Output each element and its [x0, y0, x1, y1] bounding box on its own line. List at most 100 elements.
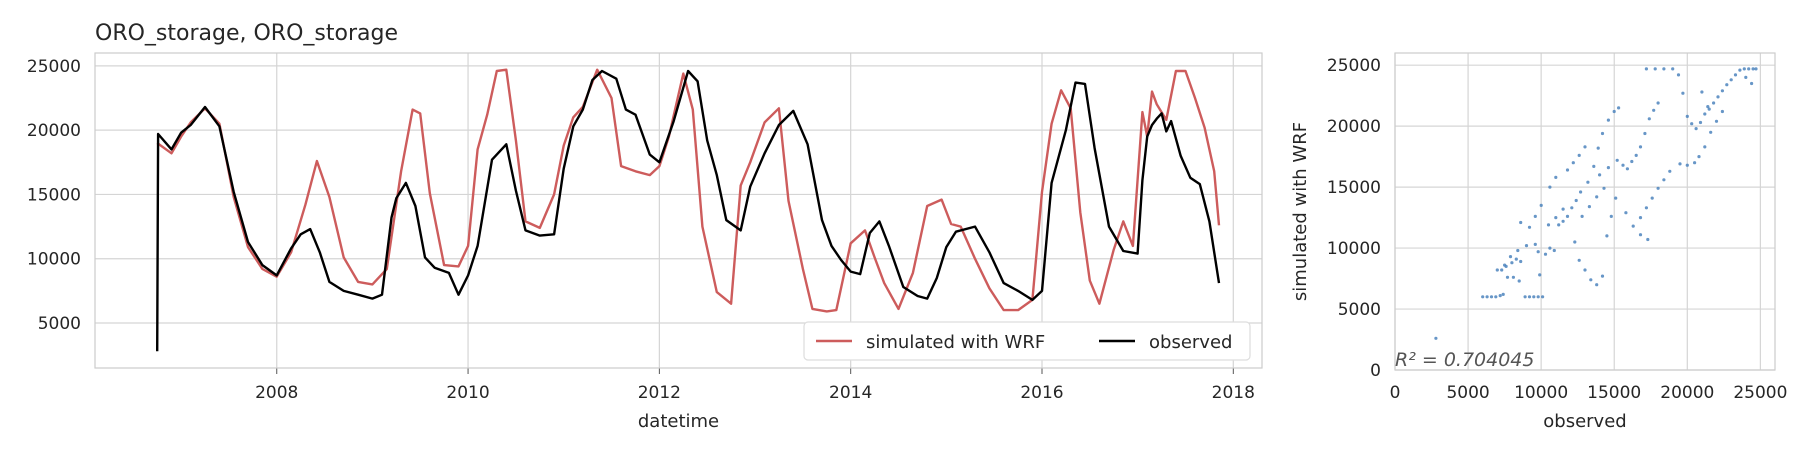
scatter-point [1605, 234, 1609, 238]
scatter-point [1577, 258, 1581, 262]
scatter-point [1678, 162, 1682, 166]
series-line-simulated [156, 68, 1221, 313]
scatter-point [1508, 255, 1513, 259]
scatter-point [1503, 263, 1507, 267]
scatter-point [1573, 240, 1577, 244]
scatter-point [1561, 219, 1565, 223]
scatter-point [1527, 225, 1532, 229]
y-tick-label: 15000 [27, 185, 81, 205]
scatter-point [1543, 252, 1548, 256]
scatter-point [1510, 261, 1514, 265]
scatter-point [1595, 195, 1599, 199]
scatter-point [1653, 67, 1657, 71]
scatter-point [1533, 242, 1537, 246]
scatter-point [1609, 214, 1613, 218]
scatter-point [1579, 190, 1583, 194]
scatter-point [1638, 216, 1643, 220]
scatter-point [1706, 105, 1710, 109]
x-tick-label: 10000 [1514, 383, 1568, 403]
scatter-point [1742, 67, 1746, 71]
scatter-point [1617, 106, 1621, 110]
scatter-point [1720, 109, 1724, 114]
scatter-point [1738, 68, 1742, 72]
scatter-point [1536, 295, 1540, 299]
scatter-point [1685, 163, 1689, 167]
scatter-point [1577, 153, 1581, 157]
y-axis-label: simulated with WRF [1290, 122, 1311, 301]
scatter-point [1638, 145, 1643, 149]
scatter-point [1516, 248, 1520, 253]
scatter-point [1693, 161, 1697, 165]
scatter-point [1700, 90, 1704, 94]
x-tick-label: 20000 [1660, 383, 1714, 403]
x-tick-label: 2010 [446, 383, 489, 403]
y-tick-label: 20000 [1327, 117, 1381, 137]
y-tick-label: 25000 [27, 57, 81, 77]
scatter-point [1580, 214, 1584, 218]
scatter-point [1662, 67, 1666, 71]
scatter-point [1554, 175, 1558, 179]
x-tick-label: 2008 [255, 383, 298, 403]
y-tick-label: 5000 [38, 314, 81, 334]
scatter-point [1720, 89, 1724, 93]
scatter-point [1539, 203, 1543, 207]
scatter-point [1565, 168, 1570, 172]
scatter-point [1495, 268, 1499, 272]
scatter-point [1650, 196, 1654, 200]
scatter-point [1602, 186, 1606, 190]
scatter-point [1557, 223, 1561, 227]
y-tick-label: 10000 [1327, 239, 1381, 259]
scatter-point [1600, 131, 1605, 136]
scatter-point [1565, 214, 1570, 218]
legend-label-simulated: simulated with WRF [866, 332, 1045, 353]
scatter-point [1532, 295, 1536, 299]
scatter-point [1517, 279, 1521, 283]
y-tick-label: 5000 [1338, 300, 1381, 320]
scatter-point [1481, 295, 1485, 299]
scatter-point [1494, 295, 1498, 299]
scatter-point [1630, 159, 1634, 164]
scatter-point [1596, 146, 1600, 150]
scatter-point [1694, 127, 1698, 131]
scatter-point [1511, 275, 1515, 279]
scatter-point [1505, 275, 1510, 279]
x-tick-label: 2012 [638, 383, 681, 403]
scatter-point [1716, 95, 1720, 99]
y-tick-label: 15000 [1327, 178, 1381, 198]
scatter-point [1744, 75, 1748, 79]
chart-title: ORO_storage, ORO_storage [95, 21, 398, 46]
scatter-point [1583, 268, 1587, 272]
scatter-point [1606, 118, 1610, 122]
scatter-point [1643, 131, 1647, 136]
scatter-point [1751, 67, 1755, 71]
scatter-point [1703, 145, 1707, 149]
scatter-point [1714, 119, 1719, 123]
x-tick-label: 15000 [1587, 383, 1641, 403]
scatter-point [1624, 211, 1628, 215]
scatter-point [1561, 207, 1565, 211]
scatter-point [1631, 224, 1635, 228]
scatter-point [1612, 109, 1616, 114]
scatter-point [1570, 206, 1574, 210]
scatter-point [1646, 237, 1650, 242]
scatter-point [1586, 180, 1590, 184]
x-axis-label: observed [1543, 411, 1626, 432]
scatter-point [1519, 220, 1523, 225]
scatter-point [1729, 78, 1733, 82]
scatter-point [1676, 73, 1681, 77]
scatter-point [1606, 166, 1610, 170]
axes-frame-scatter [1394, 52, 1776, 371]
scatter-point [1500, 268, 1504, 272]
scatter-point [1644, 67, 1648, 71]
scatter-point [1733, 73, 1738, 77]
y-tick-label: 10000 [27, 250, 81, 270]
scatter-point [1671, 67, 1675, 71]
scatter-point [1589, 278, 1593, 282]
y-tick-label: 25000 [1327, 56, 1381, 76]
scatter-point [1750, 81, 1754, 86]
scatter-point [1587, 205, 1591, 209]
scatter-point [1533, 214, 1537, 218]
y-tick-label: 20000 [27, 121, 81, 141]
scatter-point [1548, 185, 1552, 189]
